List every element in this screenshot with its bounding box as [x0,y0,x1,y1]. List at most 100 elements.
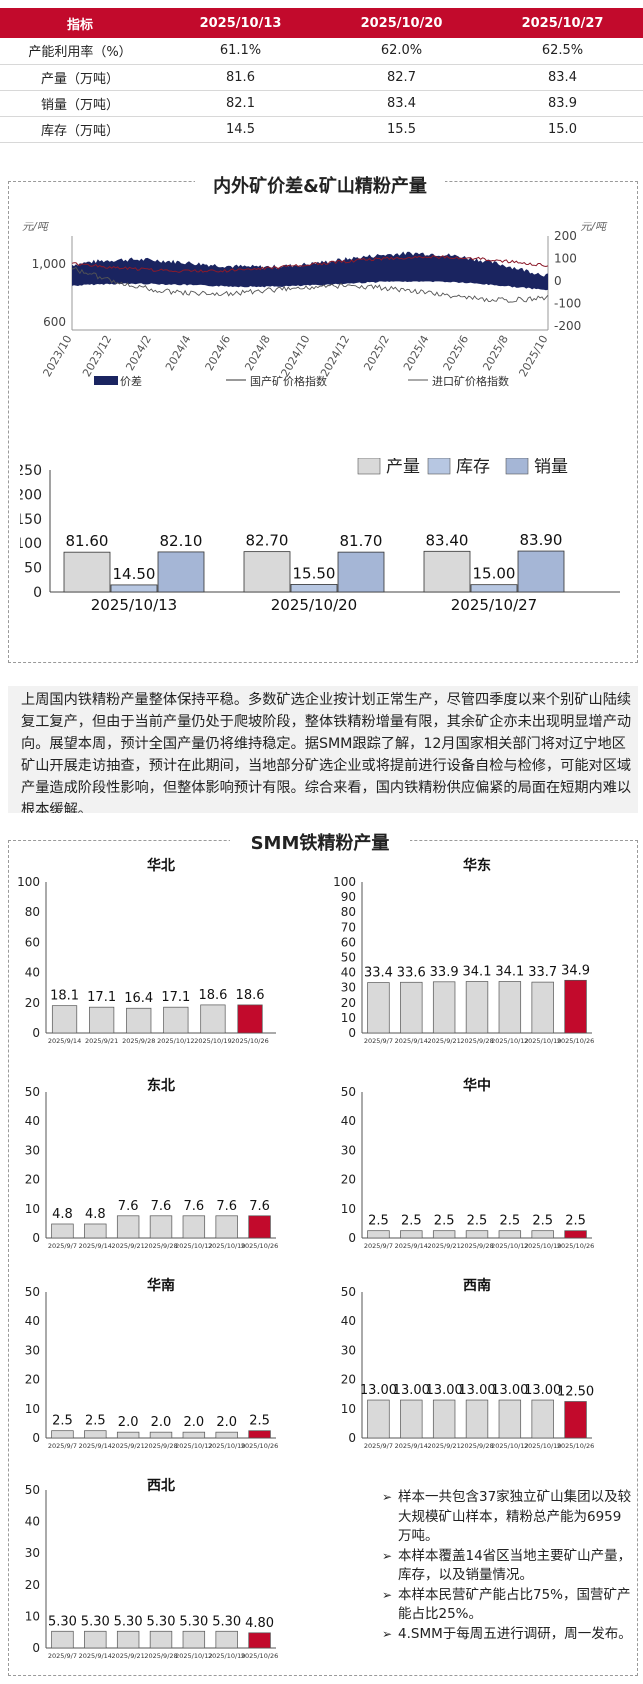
y-tick-label: 20 [25,1373,40,1387]
market-commentary: 上周国内铁精粉产量整体保持平稳。多数矿选企业按计划正常生产，尽管四季度以来个别矿… [8,686,638,813]
bar-value-label: 2.5 [249,1414,270,1429]
y-tick-label: 50 [341,951,356,965]
region-title: 华东 [463,857,491,874]
x-category-label: 2025/9/14 [79,1442,112,1450]
note-item: 本样本覆盖14省区当地主要矿山产量，库存，以及销量情况。 [382,1547,632,1586]
bar-value-label: 83.40 [426,531,469,549]
x-tick-label: 2024/12 [318,333,352,379]
x-category-label: 2025/9/21 [111,1652,144,1660]
x-tick-label: 2025/4 [401,333,432,373]
bar [149,1431,173,1439]
bar [465,981,489,1034]
x-category-label: 2025/10/19 [208,1442,245,1450]
bar [531,981,554,1034]
y-tick-label: 0 [348,1026,356,1040]
y-tick-label: 70 [341,920,356,934]
bar-production [63,551,111,593]
legend-label: 产量 [386,458,420,477]
bar [89,1006,115,1034]
table-header: 2025/10/20 [321,8,482,38]
table-cell: 14.5 [160,116,321,143]
x-category-label: 2025/9/21 [427,1242,460,1250]
x-tick-label: 2024/6 [203,333,234,373]
x-category-label: 2025/10/12 [175,1242,212,1250]
bar-value-label: 33.4 [364,966,393,981]
table-cell: 82.1 [160,90,321,117]
region-title: 西北 [147,1478,175,1494]
table-cell: 62.0% [321,38,482,65]
note-item: 样本一共包含37家独立矿山集团以及较大规模矿山样本，精粉总产能为6959万吨。 [382,1488,632,1547]
x-category-label: 2025/9/21 [85,1037,118,1045]
bar-value-label: 5.30 [48,1614,77,1629]
bar-value-label: 4.8 [52,1207,73,1222]
x-category-label: 2025/10/26 [241,1652,278,1660]
x-category-label: 2025/9/14 [395,1037,428,1045]
legend-label: 进口矿价格指数 [432,374,509,388]
y-tick-label: 90 [341,890,356,904]
bar-value-label: 5.30 [147,1614,176,1629]
y-tick-label: 250 [20,463,42,479]
region-title: 东北 [147,1077,175,1094]
bar-value-label: 34.1 [463,965,492,980]
y-tick-label: 10 [25,1202,40,1216]
y-tick-label: 40 [341,1314,356,1328]
x-category-label: 2025/10/19 [524,1242,561,1250]
domestic-index-line [71,255,549,273]
bar-value-label: 34.9 [561,963,590,978]
bar-value-label: 18.6 [236,988,265,1003]
x-category-label: 2025/9/14 [395,1442,428,1450]
bar [432,981,456,1034]
bar-value-label: 33.7 [528,965,557,980]
bar-value-label: 2.5 [434,1214,455,1229]
y-tick-label: 80 [341,905,356,919]
bar-value-label: 15.00 [473,565,516,583]
right-tick-label: -100 [554,297,581,311]
left-tick-label: 1,000 [32,257,66,271]
right-tick-label: 200 [554,229,577,243]
x-category-label: 2025/10/26 [241,1442,278,1450]
region-chart-huazhong: 华中 0 10 20 30 40 50 2.5 2025/9/7 2.5 2025/9/14 2.5 2… [341,1077,595,1250]
y-tick-label: 40 [341,966,356,980]
x-category-label: 2025/9/14 [79,1652,112,1660]
y-tick-label: 0 [32,1026,40,1040]
y-tick-label: 10 [25,1609,40,1623]
region-chart-dongbei: 东北 0 10 20 30 40 50 4.8 2025/9/7 4.8 2025/9/14 7.6 2… [25,1077,279,1250]
table-header: 2025/10/27 [482,8,643,38]
bar [215,1215,238,1239]
bar-value-label: 2.0 [184,1415,205,1430]
bar [215,1431,238,1439]
bar-sales [517,550,565,593]
bar [400,981,423,1034]
bar [126,1007,152,1034]
bar [116,1630,140,1649]
y-tick-label: 50 [341,1085,356,1099]
y-tick-label: 0 [348,1231,356,1245]
bar [149,1630,173,1649]
y-tick-label: 30 [25,1343,40,1357]
bar [182,1630,206,1649]
table-cell: 82.7 [321,64,482,91]
table-header-row: 指标 2025/10/13 2025/10/20 2025/10/27 [0,8,643,38]
bar [498,1230,522,1239]
y-tick-label: 30 [341,1143,356,1157]
y-tick-label: 100 [20,536,42,552]
x-category-label: 2025/9/28 [144,1652,177,1660]
bar [432,1230,456,1239]
x-category-label: 2025/9/28 [460,1242,493,1250]
y-tick-label: 30 [341,981,356,995]
region-title: 华南 [147,1277,175,1294]
bar [116,1215,140,1239]
x-category-label: 2025/9/28 [460,1442,493,1450]
legend-swatch [505,458,529,475]
right-tick-label: 0 [554,274,562,288]
y-tick-label: 0 [32,1431,40,1445]
bar [465,1399,489,1439]
bar [367,1230,390,1239]
bar [248,1632,271,1649]
right-tick-label: 100 [554,252,577,266]
bar [51,1630,74,1649]
bar [498,981,522,1034]
bar [367,1399,390,1439]
note-item: 本样本民营矿产能占比75%，国营矿产能占比25%。 [382,1586,632,1625]
left-tick-label: 600 [43,315,66,329]
